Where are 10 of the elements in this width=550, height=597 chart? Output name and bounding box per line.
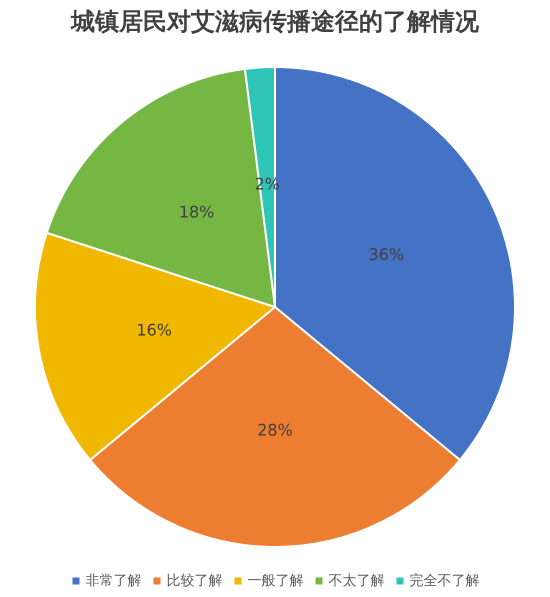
data-label: 18% — [178, 202, 214, 222]
legend-label: 一般了解 — [248, 573, 304, 589]
data-label: 16% — [136, 320, 172, 340]
data-label: 28% — [257, 420, 293, 440]
legend-label: 不太了解 — [328, 573, 384, 589]
legend-label: 比较了解 — [166, 573, 222, 589]
legend-label: 非常了解 — [86, 573, 142, 589]
chart-title: 城镇居民对艾滋病传播途径的了解情况 — [70, 6, 480, 36]
data-label: 36% — [368, 245, 404, 264]
legend-label: 完全不了解 — [410, 573, 480, 589]
